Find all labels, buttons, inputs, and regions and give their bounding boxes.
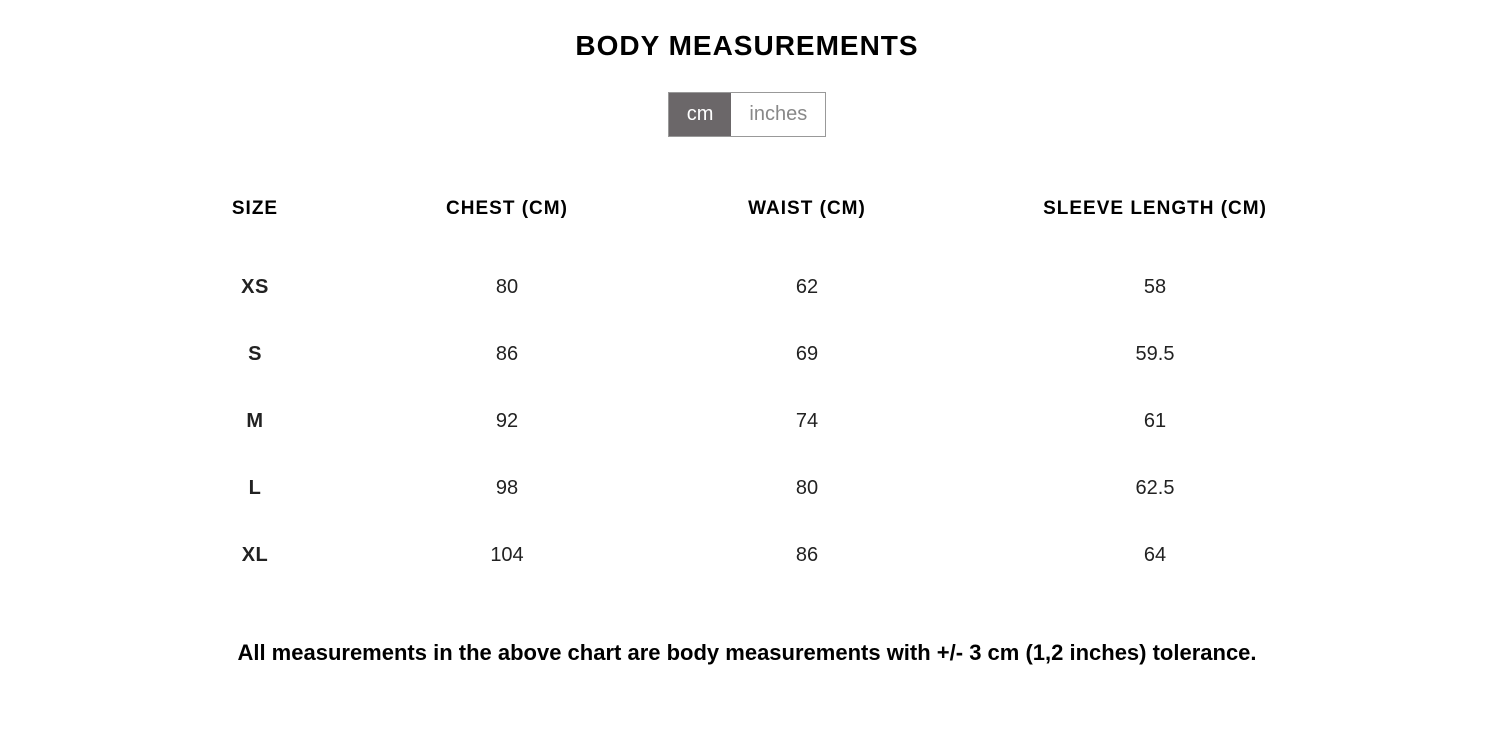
cell-waist: 86 xyxy=(651,522,963,589)
cell-size: XL xyxy=(147,522,363,589)
size-table-wrapper: SIZE CHEST (CM) WAIST (CM) SLEEVE LENGTH… xyxy=(147,182,1347,589)
cell-sleeve: 64 xyxy=(963,522,1347,589)
col-header-chest: CHEST (CM) xyxy=(363,182,651,254)
unit-cm-button[interactable]: cm xyxy=(669,93,732,136)
cell-chest: 86 xyxy=(363,321,651,388)
size-chart-container: BODY MEASUREMENTS cm inches SIZE CHEST (… xyxy=(0,30,1494,677)
unit-inches-button[interactable]: inches xyxy=(731,93,825,136)
cell-waist: 80 xyxy=(651,455,963,522)
col-header-waist: WAIST (CM) xyxy=(651,182,963,254)
cell-sleeve: 58 xyxy=(963,254,1347,321)
page-title: BODY MEASUREMENTS xyxy=(0,30,1494,62)
cell-size: XS xyxy=(147,254,363,321)
table-row: M 92 74 61 xyxy=(147,388,1347,455)
col-header-size: SIZE xyxy=(147,182,363,254)
cell-sleeve: 62.5 xyxy=(963,455,1347,522)
table-row: XL 104 86 64 xyxy=(147,522,1347,589)
cell-chest: 98 xyxy=(363,455,651,522)
cell-size: L xyxy=(147,455,363,522)
table-row: S 86 69 59.5 xyxy=(147,321,1347,388)
cell-size: S xyxy=(147,321,363,388)
col-header-sleeve: SLEEVE LENGTH (CM) xyxy=(963,182,1347,254)
unit-toggle: cm inches xyxy=(668,92,826,137)
footnote-text: All measurements in the above chart are … xyxy=(172,629,1322,677)
cell-waist: 69 xyxy=(651,321,963,388)
cell-chest: 104 xyxy=(363,522,651,589)
table-row: L 98 80 62.5 xyxy=(147,455,1347,522)
size-table: SIZE CHEST (CM) WAIST (CM) SLEEVE LENGTH… xyxy=(147,182,1347,589)
cell-chest: 92 xyxy=(363,388,651,455)
cell-sleeve: 59.5 xyxy=(963,321,1347,388)
cell-waist: 62 xyxy=(651,254,963,321)
cell-size: M xyxy=(147,388,363,455)
cell-chest: 80 xyxy=(363,254,651,321)
table-row: XS 80 62 58 xyxy=(147,254,1347,321)
cell-waist: 74 xyxy=(651,388,963,455)
cell-sleeve: 61 xyxy=(963,388,1347,455)
table-header-row: SIZE CHEST (CM) WAIST (CM) SLEEVE LENGTH… xyxy=(147,182,1347,254)
